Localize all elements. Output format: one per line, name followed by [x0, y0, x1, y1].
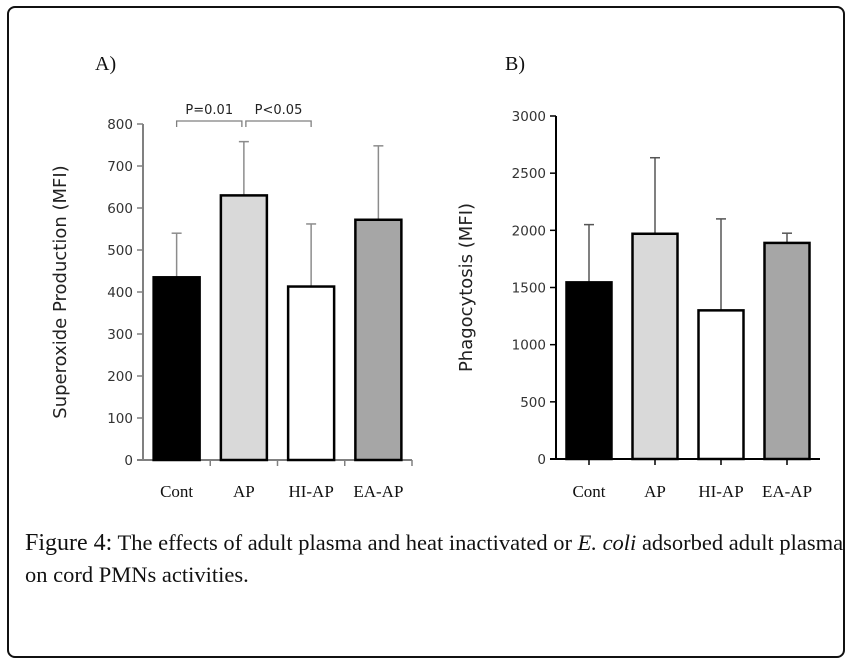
- chart-a-y-tick-label: 300: [107, 327, 133, 343]
- chart-a-bar-ap: [219, 194, 269, 462]
- chart-a-significance-bracket: [245, 120, 312, 127]
- chart-a-significance-label: P<0.05: [255, 103, 303, 118]
- chart-a-significance-label: P=0.01: [185, 103, 233, 118]
- chart-b-y-tick-label: 1500: [512, 281, 546, 297]
- chart-a-y-tick-label: 600: [107, 201, 133, 217]
- chart-b-y-tick-label: 0: [537, 452, 546, 468]
- chart-b-category-label: EA-AP: [762, 482, 812, 501]
- chart-a-y-tick-label: 100: [107, 411, 133, 427]
- chart-b-category-label: Cont: [572, 482, 605, 501]
- chart-a-y-tick-label: 500: [107, 243, 133, 259]
- chart-b-y-tick-label: 2500: [512, 166, 546, 182]
- caption-italic: E. coli: [577, 530, 637, 555]
- chart-a-bar-ea-ap: [354, 218, 403, 462]
- chart-b-y-tick-label: 3000: [512, 109, 546, 125]
- chart-a-category-label: EA-AP: [353, 482, 403, 501]
- chart-b-bar-cont: [565, 281, 613, 461]
- chart-a-panel-label: A): [95, 53, 116, 75]
- chart-b-y-tick-label: 500: [520, 395, 546, 411]
- figure-frame: [7, 6, 845, 658]
- chart-b-bar-ea-ap: [763, 241, 811, 461]
- chart-b-panel-label: B): [505, 53, 525, 75]
- chart-a-category-label: Cont: [160, 482, 193, 501]
- caption-text-1: The effects of adult plasma and heat ina…: [112, 530, 578, 555]
- chart-a-bar-cont: [152, 276, 201, 462]
- chart-a-y-tick-label: 700: [107, 159, 133, 175]
- chart-a-category-label: AP: [233, 482, 255, 501]
- chart-a-significance-bracket: [175, 120, 243, 127]
- chart-a-y-axis-label: Superoxide Production (MFI): [50, 165, 71, 418]
- chart-b-bar-hi-ap: [697, 309, 745, 461]
- chart-b-y-axis-label: Phagocytosis (MFI): [456, 203, 477, 372]
- figure-caption: Figure 4: The effects of adult plasma an…: [25, 527, 845, 591]
- chart-a-bar-hi-ap: [286, 285, 336, 462]
- chart-a-y-tick-label: 200: [107, 369, 133, 385]
- chart-a-y-tick-label: 800: [107, 117, 133, 133]
- caption-text-2: adsorbed adult plasma on cord PMNs activ…: [25, 530, 844, 587]
- caption-label: Figure 4:: [25, 530, 113, 556]
- chart-a-category-label: HI-AP: [288, 482, 333, 501]
- chart-b-category-label: AP: [644, 482, 666, 501]
- chart-b-category-label: HI-AP: [698, 482, 743, 501]
- chart-a-y-tick-label: 0: [124, 453, 133, 469]
- chart-b-bar-ap: [631, 232, 679, 461]
- chart-a-y-tick-label: 400: [107, 285, 133, 301]
- chart-b-y-tick-label: 1000: [512, 338, 546, 354]
- chart-b-y-tick-label: 2000: [512, 223, 546, 239]
